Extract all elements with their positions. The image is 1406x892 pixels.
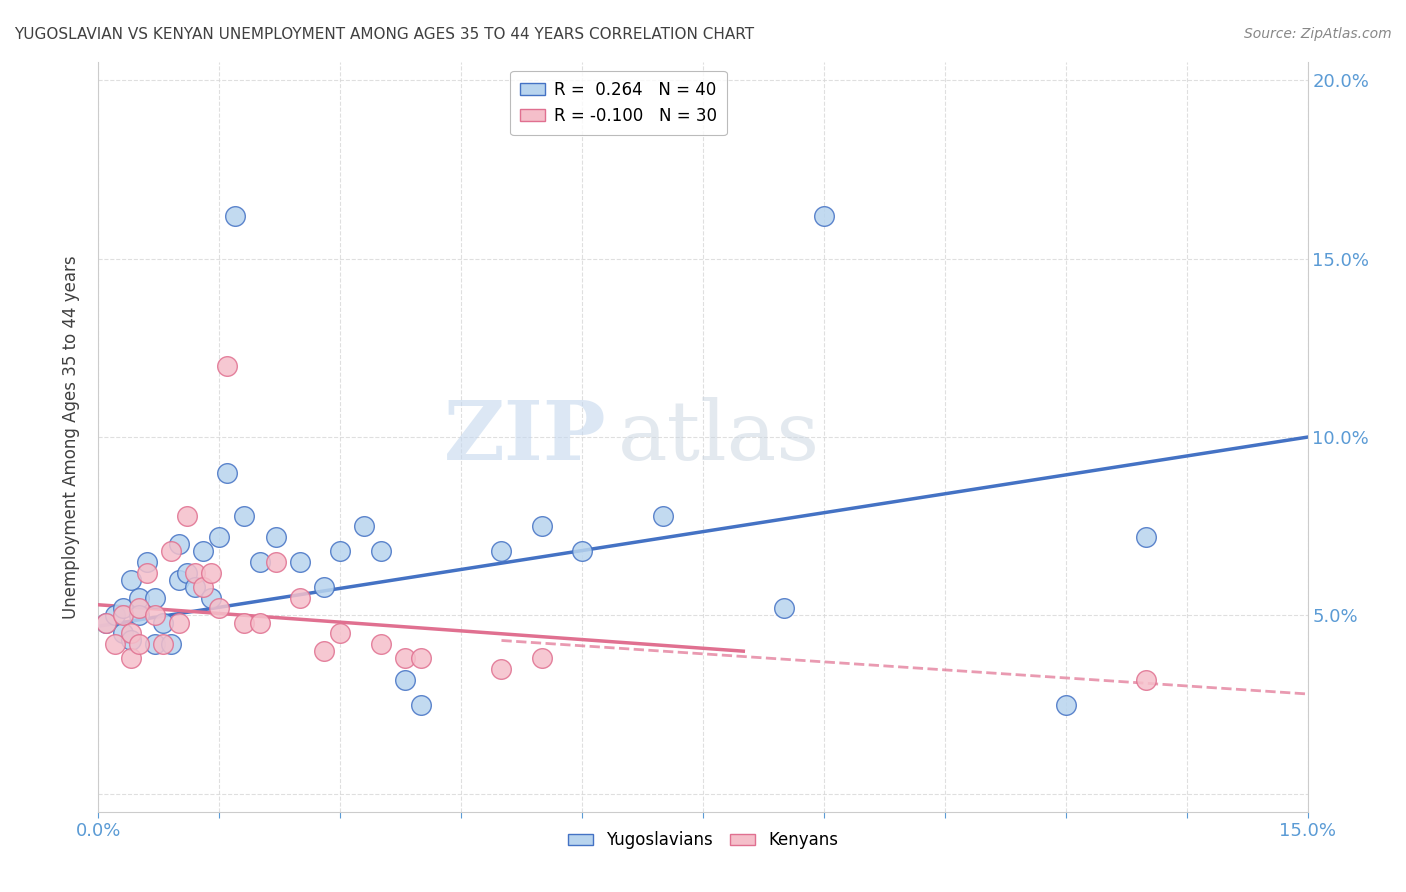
Point <box>152 637 174 651</box>
Point <box>193 580 215 594</box>
Point <box>232 508 254 523</box>
Text: YUGOSLAVIAN VS KENYAN UNEMPLOYMENT AMONG AGES 35 TO 44 YEARS CORRELATION CHART: YUGOSLAVIAN VS KENYAN UNEMPLOYMENT AMONG… <box>14 27 754 42</box>
Point <box>96 615 118 630</box>
Point <box>353 519 375 533</box>
Text: atlas: atlas <box>619 397 821 477</box>
Point <box>143 608 166 623</box>
Point <box>208 530 231 544</box>
Point <box>160 544 183 558</box>
Point <box>651 508 673 523</box>
Point <box>103 637 125 651</box>
Point <box>184 566 207 580</box>
Point <box>167 537 190 551</box>
Point <box>111 601 134 615</box>
Point <box>370 637 392 651</box>
Point <box>193 544 215 558</box>
Legend: Yugoslavians, Kenyans: Yugoslavians, Kenyans <box>561 824 845 855</box>
Point <box>224 209 246 223</box>
Point <box>249 615 271 630</box>
Point <box>491 544 513 558</box>
Point <box>103 608 125 623</box>
Point <box>167 573 190 587</box>
Point <box>135 566 157 580</box>
Point <box>394 651 416 665</box>
Point <box>491 662 513 676</box>
Point <box>329 544 352 558</box>
Point <box>314 644 336 658</box>
Point <box>184 580 207 594</box>
Point <box>111 626 134 640</box>
Point <box>409 651 432 665</box>
Point <box>143 591 166 605</box>
Point <box>530 519 553 533</box>
Point <box>394 673 416 687</box>
Text: Source: ZipAtlas.com: Source: ZipAtlas.com <box>1244 27 1392 41</box>
Point <box>409 698 432 712</box>
Point <box>128 591 150 605</box>
Point <box>96 615 118 630</box>
Point <box>232 615 254 630</box>
Point <box>217 359 239 373</box>
Point <box>264 555 287 569</box>
Point <box>128 601 150 615</box>
Point <box>135 555 157 569</box>
Point <box>167 615 190 630</box>
Point <box>120 651 142 665</box>
Y-axis label: Unemployment Among Ages 35 to 44 years: Unemployment Among Ages 35 to 44 years <box>62 255 80 619</box>
Point <box>143 637 166 651</box>
Point <box>160 637 183 651</box>
Point <box>1135 673 1157 687</box>
Point <box>200 566 222 580</box>
Point <box>208 601 231 615</box>
Point <box>176 566 198 580</box>
Point <box>530 651 553 665</box>
Point <box>176 508 198 523</box>
Point <box>200 591 222 605</box>
Text: ZIP: ZIP <box>444 397 606 477</box>
Point <box>370 544 392 558</box>
Point <box>152 615 174 630</box>
Point <box>120 626 142 640</box>
Point <box>264 530 287 544</box>
Point <box>1135 530 1157 544</box>
Point <box>249 555 271 569</box>
Point <box>120 633 142 648</box>
Point <box>288 555 311 569</box>
Point <box>217 466 239 480</box>
Point <box>128 608 150 623</box>
Point <box>813 209 835 223</box>
Point <box>314 580 336 594</box>
Point <box>571 544 593 558</box>
Point <box>128 637 150 651</box>
Point <box>1054 698 1077 712</box>
Point <box>111 608 134 623</box>
Point <box>772 601 794 615</box>
Point <box>329 626 352 640</box>
Point <box>288 591 311 605</box>
Point <box>120 573 142 587</box>
